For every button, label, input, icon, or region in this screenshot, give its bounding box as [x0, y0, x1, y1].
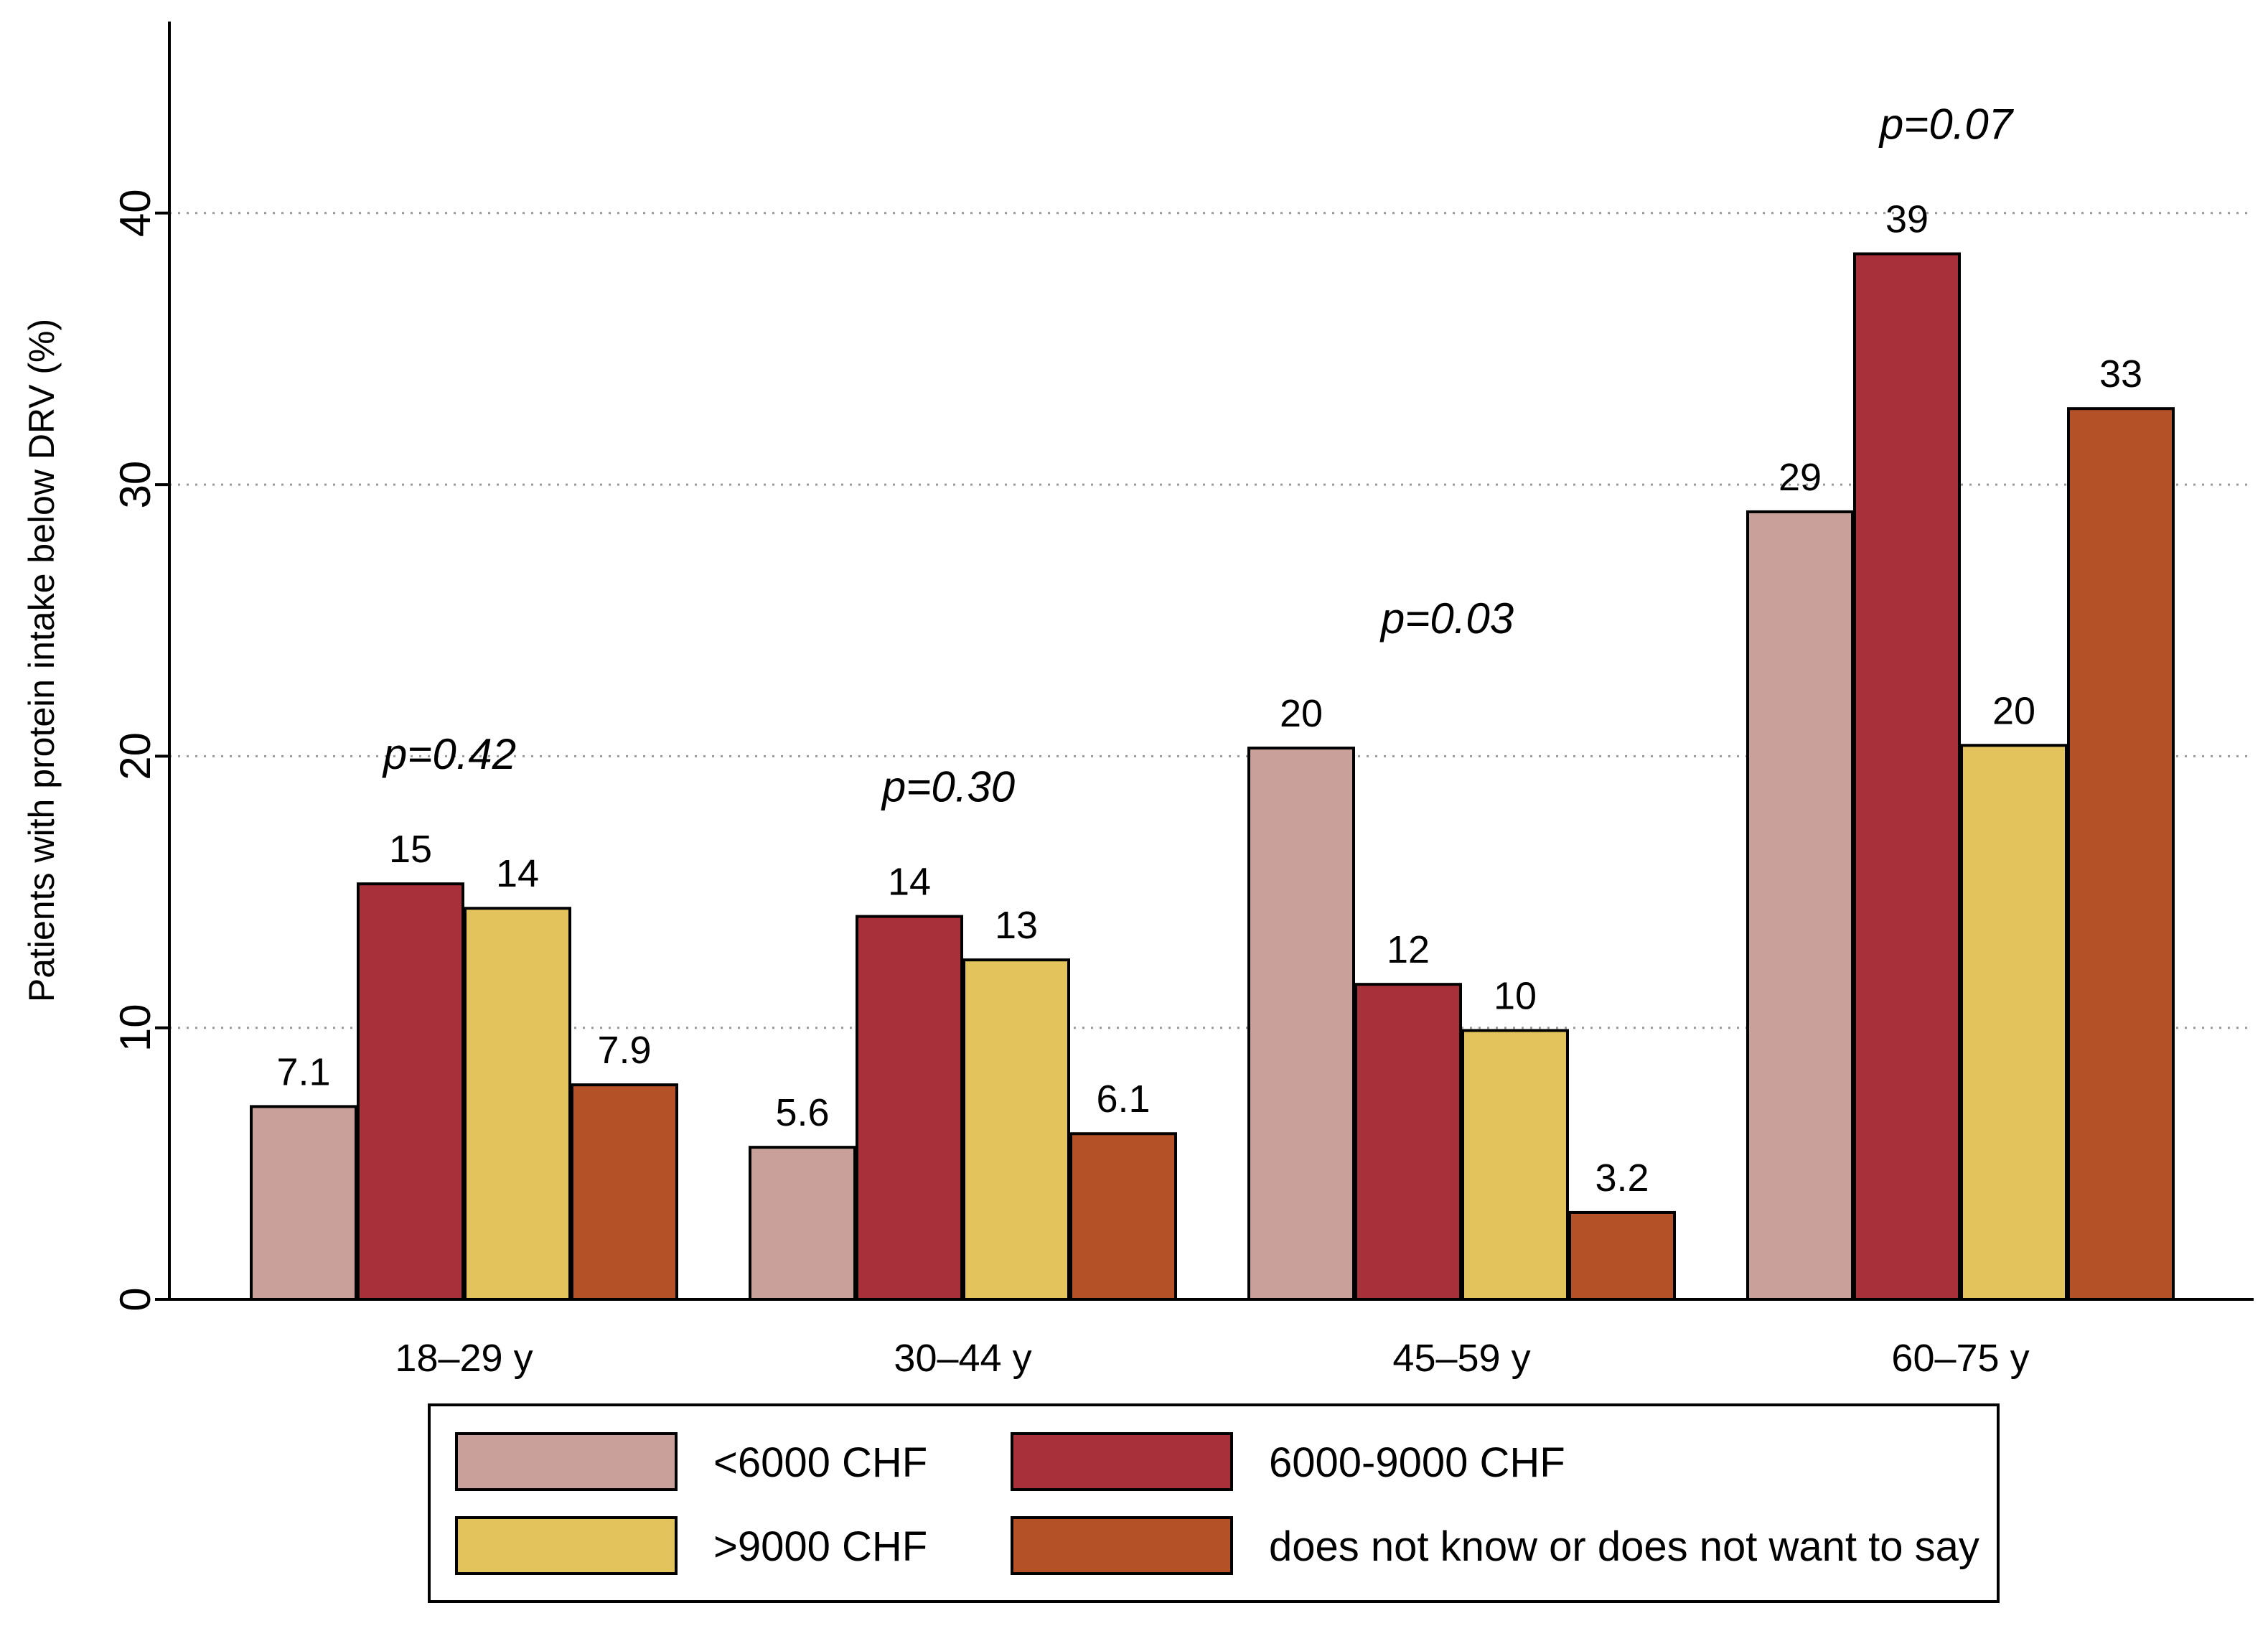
value-label-0-2: 14 — [496, 852, 539, 895]
legend: <6000 CHF 6000-9000 CHF >9000 CHF does not … — [428, 1403, 2000, 1603]
value-label-3-0: 29 — [1779, 456, 1822, 499]
y-tick-label-30: 30 — [111, 461, 159, 509]
bar-2-0 — [1247, 747, 1355, 1301]
value-label-3-3: 33 — [2099, 352, 2142, 396]
value-label-2-2: 10 — [1494, 974, 1537, 1017]
legend-label-3: does not know or does not want to say — [1269, 1523, 1979, 1570]
value-label-2-0: 20 — [1280, 692, 1323, 735]
y-tick-label-0: 0 — [111, 1287, 159, 1311]
p-value-label-0: p=0.42 — [382, 730, 516, 778]
bar-0-3 — [571, 1083, 678, 1301]
x-tick-label-3: 60–75 y — [1891, 1337, 2029, 1380]
p-value-label-2: p=0.03 — [1379, 594, 1514, 643]
value-label-1-0: 5.6 — [775, 1091, 829, 1134]
bar-3-1 — [1853, 252, 1961, 1301]
value-label-3-2: 20 — [1992, 689, 2035, 732]
bar-2-3 — [1568, 1210, 1676, 1301]
bar-1-1 — [856, 915, 963, 1302]
y-tick-label-20: 20 — [111, 732, 159, 780]
value-label-1-2: 13 — [995, 904, 1038, 947]
gridlines — [169, 212, 2254, 1029]
bar-3-0 — [1746, 510, 1854, 1301]
p-value-label-1: p=0.30 — [881, 763, 1015, 811]
bar-3-2 — [1960, 744, 2068, 1301]
legend-swatch-0 — [455, 1432, 678, 1491]
value-label-3-1: 39 — [1885, 198, 1929, 241]
y-axis-title: Patients with protein intake below DRV (… — [22, 319, 62, 1002]
bar-1-2 — [962, 958, 1070, 1301]
x-tick-label-1: 30–44 y — [894, 1337, 1031, 1380]
p-value-label-3: p=0.07 — [1878, 101, 2015, 149]
value-label-0-1: 15 — [389, 828, 432, 871]
value-label-2-3: 3.2 — [1595, 1157, 1649, 1200]
bar-1-3 — [1069, 1132, 1177, 1302]
bar-0-1 — [357, 882, 464, 1302]
legend-swatch-2 — [455, 1516, 678, 1575]
bar-0-0 — [250, 1105, 357, 1301]
value-label-0-0: 7.1 — [276, 1050, 330, 1093]
legend-label-1: 6000-9000 CHF — [1269, 1439, 1565, 1486]
bar-1-0 — [749, 1146, 856, 1301]
y-tick-label-10: 10 — [111, 1004, 159, 1052]
bar-2-1 — [1354, 983, 1462, 1301]
bar-3-3 — [2067, 407, 2175, 1301]
value-label-2-1: 12 — [1387, 928, 1430, 971]
legend-swatch-3 — [1011, 1516, 1233, 1575]
legend-label-0: <6000 CHF — [713, 1439, 927, 1486]
legend-label-2: >9000 CHF — [713, 1523, 927, 1570]
y-tick-label-40: 40 — [111, 189, 159, 237]
labels: 7.1 15 14 7.9 18–29 y p=0.42 5.6 14 13 6.1 30–44 y… — [276, 101, 2142, 1380]
value-label-1-3: 6.1 — [1096, 1078, 1150, 1121]
value-label-1-1: 14 — [888, 861, 931, 904]
bar-2-2 — [1461, 1029, 1569, 1302]
bars — [250, 252, 2175, 1302]
axes: 0 10 20 30 40 — [111, 22, 2254, 1312]
x-tick-label-0: 18–29 y — [395, 1337, 533, 1380]
legend-swatch-1 — [1011, 1432, 1233, 1491]
bar-0-2 — [464, 907, 571, 1302]
x-tick-label-2: 45–59 y — [1392, 1337, 1530, 1380]
value-label-0-3: 7.9 — [597, 1029, 651, 1072]
